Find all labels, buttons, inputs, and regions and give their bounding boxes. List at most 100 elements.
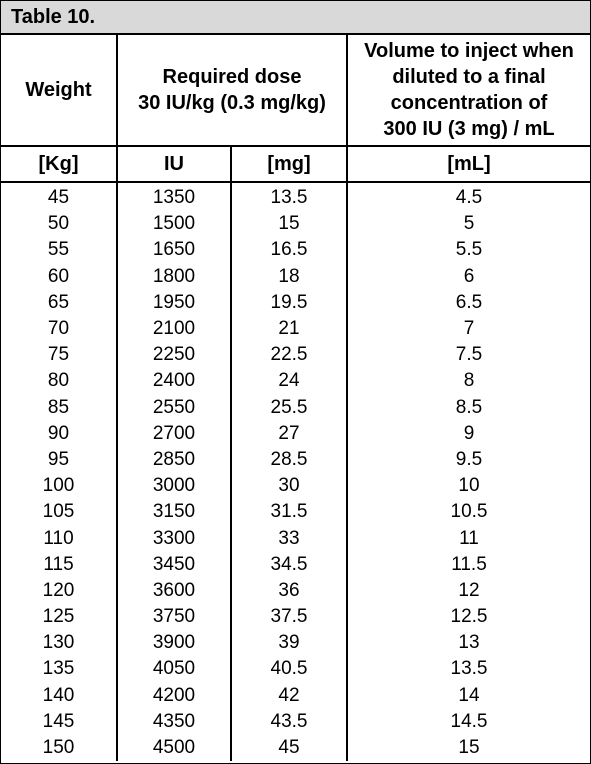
weight-cell: 125 xyxy=(1,604,118,631)
ml-cell: 5.5 xyxy=(455,239,483,261)
table-body: 45 1350 13.5 4.5 50 1500 15 5 55 1650 16.5 5.5 60 180… xyxy=(1,182,590,762)
ml-cell: 4.5 xyxy=(455,187,483,209)
ml-cell: 9 xyxy=(463,422,475,444)
mg-cell: 30 xyxy=(231,473,348,500)
weight-cell: 70 xyxy=(1,315,118,343)
table-row: 65 1950 19.5 6.5 xyxy=(1,289,590,316)
iu-cell: 3750 xyxy=(117,604,232,631)
ml-cell: 5 xyxy=(463,213,475,235)
table-row: 115 3450 34.5 11.5 xyxy=(1,551,590,578)
ml-cell: 7 xyxy=(463,318,475,340)
mg-cell: 43.5 xyxy=(231,708,348,735)
table-row: 145 4350 43.5 14.5 xyxy=(1,708,590,735)
table-row: 55 1650 16.5 5.5 xyxy=(1,237,590,264)
iu-cell: 3900 xyxy=(117,630,232,657)
iu-cell: 3150 xyxy=(117,499,232,526)
weight-cell: 75 xyxy=(1,342,118,369)
volume-header-line4: 300 IU (3 mg) / mL xyxy=(383,118,555,140)
iu-cell: 1650 xyxy=(117,237,232,264)
volume-header-line2: diluted to a final xyxy=(392,66,546,88)
iu-cell: 1350 xyxy=(117,182,232,212)
ml-cell: 11.5 xyxy=(451,553,487,575)
weight-cell: 145 xyxy=(1,708,118,735)
mg-cell: 19.5 xyxy=(231,289,348,316)
weight-cell: 135 xyxy=(1,656,118,683)
table-row: 100 3000 30 10 xyxy=(1,473,590,500)
weight-cell: 85 xyxy=(1,394,118,421)
table-row: 110 3300 33 11 xyxy=(1,525,590,552)
unit-mg: [mg] xyxy=(231,146,348,183)
ml-cell: 11 xyxy=(459,527,479,549)
ml-cell: 13 xyxy=(458,632,480,654)
iu-cell: 3450 xyxy=(117,551,232,578)
volume-header: Volume to inject when diluted to a final… xyxy=(347,35,590,147)
unit-kg: [Kg] xyxy=(1,146,118,183)
iu-cell: 2700 xyxy=(117,420,232,447)
ml-cell: 12 xyxy=(458,579,480,601)
ml-cell: 7.5 xyxy=(455,344,483,366)
iu-cell: 2550 xyxy=(117,394,232,421)
mg-cell: 16.5 xyxy=(231,237,348,264)
ml-cell: 10.5 xyxy=(450,501,488,523)
iu-cell: 1800 xyxy=(117,263,232,290)
mg-cell: 39 xyxy=(231,630,348,657)
required-dose-line2: 30 IU/kg (0.3 mg/kg) xyxy=(138,92,326,114)
mg-cell: 45 xyxy=(231,734,348,762)
iu-cell: 4500 xyxy=(117,734,232,762)
iu-cell: 4200 xyxy=(117,682,232,709)
mg-cell: 15 xyxy=(231,211,348,238)
units-row: [Kg] IU [mg] [mL] xyxy=(1,146,590,183)
iu-cell: 4050 xyxy=(117,656,232,683)
table-row: 95 2850 28.5 9.5 xyxy=(1,446,590,474)
table-row: 70 2100 21 7 xyxy=(1,315,590,343)
ml-cell: 6.5 xyxy=(455,291,483,313)
ml-cell: 8 xyxy=(463,370,475,392)
mg-cell: 27 xyxy=(231,420,348,447)
ml-cell: 6 xyxy=(463,265,475,287)
iu-cell: 2250 xyxy=(117,342,232,369)
mg-cell: 13.5 xyxy=(231,182,348,212)
weight-cell: 105 xyxy=(1,499,118,526)
mg-cell: 33 xyxy=(231,525,348,552)
weight-cell: 130 xyxy=(1,630,118,657)
required-dose-line1: Required dose xyxy=(162,66,302,88)
ml-cell: 14 xyxy=(458,684,480,706)
table-row: 135 4050 40.5 13.5 xyxy=(1,656,590,683)
iu-cell: 3000 xyxy=(117,473,232,500)
weight-cell: 50 xyxy=(1,211,118,238)
ml-cell: 13.5 xyxy=(450,658,488,680)
mg-cell: 28.5 xyxy=(231,446,348,474)
iu-cell: 2850 xyxy=(117,446,232,474)
mg-cell: 40.5 xyxy=(231,656,348,683)
mg-cell: 34.5 xyxy=(231,551,348,578)
iu-cell: 2100 xyxy=(117,315,232,343)
weight-cell: 45 xyxy=(1,182,118,212)
mg-cell: 25.5 xyxy=(231,394,348,421)
iu-cell: 4350 xyxy=(117,708,232,735)
ml-cell: 12.5 xyxy=(450,606,488,628)
mg-cell: 31.5 xyxy=(231,499,348,526)
mg-cell: 22.5 xyxy=(231,342,348,369)
volume-header-line1: Volume to inject when xyxy=(364,40,574,62)
mg-cell: 37.5 xyxy=(231,604,348,631)
weight-cell: 90 xyxy=(1,420,118,447)
table-title: Table 10. xyxy=(1,1,590,35)
weight-cell: 100 xyxy=(1,473,118,500)
mg-cell: 24 xyxy=(231,368,348,395)
required-dose-header: Required dose 30 IU/kg (0.3 mg/kg) xyxy=(117,35,348,147)
table-row: 80 2400 24 8 xyxy=(1,368,590,395)
mg-cell: 42 xyxy=(231,682,348,709)
table-row: 90 2700 27 9 xyxy=(1,420,590,447)
table-row: 50 1500 15 5 xyxy=(1,211,590,238)
weight-cell: 95 xyxy=(1,446,118,474)
table-row: 130 3900 39 13 xyxy=(1,630,590,657)
table-row: 140 4200 42 14 xyxy=(1,682,590,709)
iu-cell: 2400 xyxy=(117,368,232,395)
table-row: 85 2550 25.5 8.5 xyxy=(1,394,590,421)
table-row: 75 2250 22.5 7.5 xyxy=(1,342,590,369)
mg-cell: 21 xyxy=(231,315,348,343)
mg-cell: 18 xyxy=(231,263,348,290)
dose-table-grid: Weight Required dose 30 IU/kg (0.3 mg/kg… xyxy=(1,35,590,762)
volume-header-line3: concentration of xyxy=(390,92,548,114)
weight-cell: 120 xyxy=(1,577,118,604)
